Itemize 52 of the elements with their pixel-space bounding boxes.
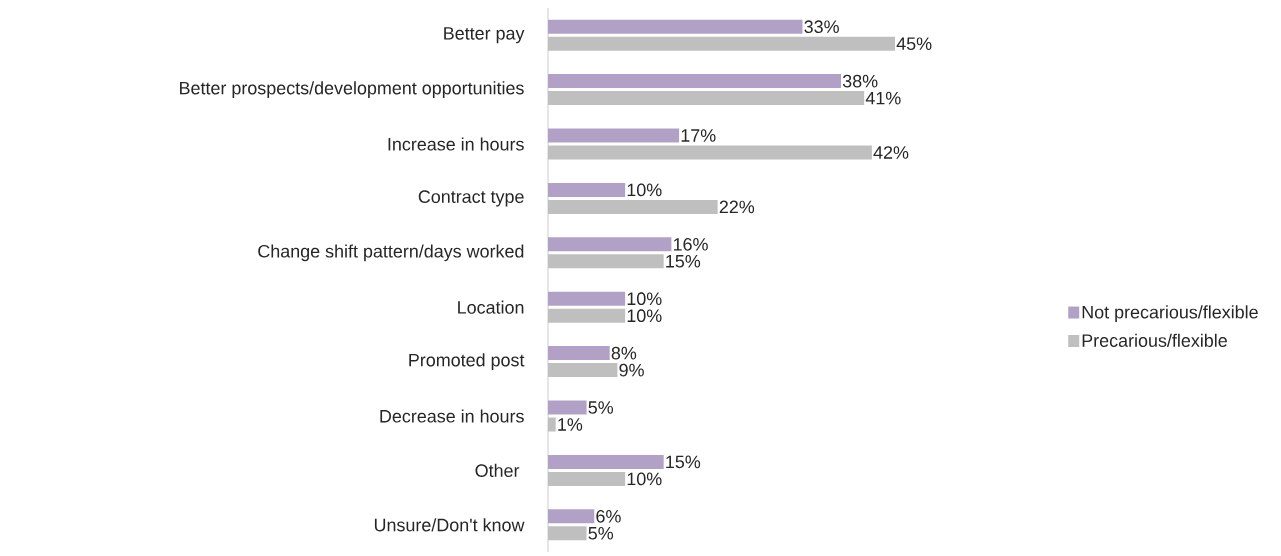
bar [548, 91, 865, 106]
data-label: 1% [558, 418, 583, 431]
bar [548, 454, 664, 469]
bar [548, 291, 626, 306]
bar [548, 128, 680, 143]
y-tick-label: Other [475, 463, 520, 477]
legend-label: Precarious/flexible [1082, 333, 1227, 347]
bar [548, 363, 618, 378]
y-tick-label: Contract type [418, 190, 524, 207]
data-label: 10% [627, 183, 662, 197]
data-label: 16% [673, 237, 708, 251]
y-tick-label: Better pay [444, 27, 525, 44]
y-tick-label: Location [458, 300, 524, 314]
data-label: 10% [627, 292, 662, 306]
data-label: 6% [596, 509, 621, 523]
bar [548, 471, 626, 486]
data-label: 5% [588, 401, 614, 414]
data-label: 5% [588, 526, 614, 540]
data-label: 38% [842, 74, 878, 88]
y-tick-label: Promoted post [409, 353, 525, 370]
data-label: 8% [611, 346, 637, 360]
bar [548, 400, 587, 415]
data-label: 41% [865, 91, 901, 105]
bar [548, 19, 803, 34]
bar [548, 346, 610, 361]
data-label: 9% [619, 363, 644, 377]
data-label: 42% [873, 146, 909, 159]
data-label: 15% [666, 455, 701, 469]
bar [548, 509, 595, 524]
data-label: 15% [666, 254, 701, 268]
bar [548, 74, 842, 89]
bar [548, 417, 556, 432]
data-label: 10% [627, 309, 662, 323]
data-label: 22% [719, 200, 755, 214]
data-label: 17% [681, 129, 716, 142]
bar [548, 237, 672, 252]
bar [548, 526, 587, 541]
legend-label: Not precarious/flexible [1082, 305, 1258, 323]
data-label: 33% [804, 20, 839, 34]
y-tick-label: Change shift pattern/days worked [258, 244, 524, 262]
y-tick-label: Decrease in hours [380, 409, 524, 423]
bar [548, 308, 626, 323]
y-tick-label: Better prospects/development opportunities [180, 81, 524, 98]
y-tick-label: Increase in hours [388, 137, 524, 151]
bar [548, 199, 718, 214]
data-label: 10% [627, 472, 662, 486]
data-label: 45% [896, 37, 932, 51]
bar [548, 145, 872, 160]
y-tick-label: Unsure/Don't know [374, 518, 525, 532]
bar [548, 254, 664, 269]
bar [548, 36, 896, 51]
bar [548, 182, 626, 197]
